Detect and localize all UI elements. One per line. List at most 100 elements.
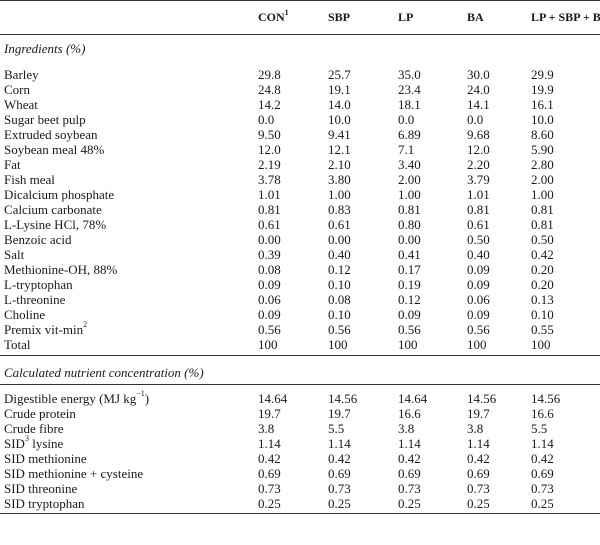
table-row: L-tryptophan 0.09 0.10 0.19 0.09 0.20 xyxy=(0,277,600,292)
cell-value: 0.69 xyxy=(467,466,490,481)
cell-value: 14.1 xyxy=(467,97,490,112)
row-label-text: Digestible energy (MJ kg xyxy=(4,391,137,406)
cell-value: 1.14 xyxy=(531,436,554,451)
row-label: Crude protein xyxy=(0,406,252,421)
cell-value: 29.9 xyxy=(531,67,554,82)
cell-value: 1.00 xyxy=(531,187,554,202)
row-label-text: Fish meal xyxy=(4,172,55,187)
cell-value: 0.20 xyxy=(531,277,554,292)
cell-value: 100 xyxy=(252,337,322,356)
cell-value: 12.0 xyxy=(258,142,281,157)
table-row: Extruded soybean 9.50 9.41 6.89 9.68 8.60 xyxy=(0,127,600,142)
row-label: Benzoic acid xyxy=(0,232,252,247)
table-row: Dicalcium phosphate 1.01 1.00 1.00 1.01 1.00 xyxy=(0,187,600,202)
cell-value: 100 xyxy=(461,337,525,356)
table-row: Salt 0.39 0.40 0.41 0.40 0.42 xyxy=(0,247,600,262)
table-row: Methionine-OH, 88% 0.08 0.12 0.17 0.09 0.20 xyxy=(0,262,600,277)
cell-value: 19.7 xyxy=(258,406,281,421)
table-row: Crude protein 19.7 19.7 16.6 19.7 16.6 xyxy=(0,406,600,421)
row-label-text: Wheat xyxy=(4,97,38,112)
cell-value: 1.14 xyxy=(398,436,421,451)
cell-value: 0.69 xyxy=(398,466,421,481)
section-title: Calculated nutrient concentration (%) xyxy=(0,355,600,385)
cell-value: 2.80 xyxy=(531,157,554,172)
table-row: Calcium carbonate 0.81 0.83 0.81 0.81 0.81 xyxy=(0,202,600,217)
cell-value: 23.4 xyxy=(398,82,421,97)
cell-value: 0.73 xyxy=(531,481,554,496)
section-header-row: Ingredients (%) xyxy=(0,35,600,62)
cell-value: 9.50 xyxy=(258,127,281,142)
row-label: Corn xyxy=(0,82,252,97)
cell-value: 0.42 xyxy=(467,451,490,466)
cell-value: 14.64 xyxy=(398,391,428,406)
table-row: SID methionine + cysteine 0.69 0.69 0.69 0.6… xyxy=(0,466,600,481)
header-blank xyxy=(0,0,252,35)
cell-value: 0.00 xyxy=(258,232,281,247)
cell-value: 0.08 xyxy=(328,292,351,307)
row-label-text: Salt xyxy=(4,247,25,262)
row-label-text: L-tryptophan xyxy=(4,277,73,292)
row-label-text: SID methionine xyxy=(4,451,87,466)
table-row: Sugar beet pulp 0.0 10.0 0.0 0.0 10.0 xyxy=(0,112,600,127)
cell-value: 3.8 xyxy=(258,421,275,436)
row-label: SID threonine xyxy=(0,481,252,496)
cell-value: 0.09 xyxy=(467,262,490,277)
cell-value: 0.09 xyxy=(467,307,490,322)
cell-value: 12.0 xyxy=(467,142,490,157)
cell-value: 0.42 xyxy=(398,451,421,466)
cell-value: 30.0 xyxy=(467,67,490,82)
cell-value: 1.14 xyxy=(258,436,281,451)
cell-value: 5.90 xyxy=(531,142,554,157)
cell-value: 24.0 xyxy=(467,82,490,97)
cell-value: 5.5 xyxy=(328,421,345,436)
cell-value: 0.83 xyxy=(328,202,351,217)
row-label: L-threonine xyxy=(0,292,252,307)
section-header-row: Calculated nutrient concentration (%) xyxy=(0,355,600,385)
table-row: Crude fibre 3.8 5.5 3.8 3.8 5.5 xyxy=(0,421,600,436)
cell-value: 8.60 xyxy=(531,127,554,142)
cell-value: 0.09 xyxy=(258,277,281,292)
table-row: Corn 24.8 19.1 23.4 24.0 19.9 xyxy=(0,82,600,97)
cell-value: 14.0 xyxy=(328,97,351,112)
row-label: Digestible energy (MJ kg−1) xyxy=(0,389,252,407)
cell-value: 0.61 xyxy=(258,217,281,232)
row-label: SID3 lysine xyxy=(0,435,252,452)
cell-value: 0.13 xyxy=(531,292,554,307)
footnote-marker: −1 xyxy=(136,389,145,398)
cell-value: 0.12 xyxy=(398,292,421,307)
row-label: L-tryptophan xyxy=(0,277,252,292)
cell-value: 0.10 xyxy=(328,307,351,322)
row-label: Methionine-OH, 88% xyxy=(0,262,252,277)
cell-value: 0.50 xyxy=(531,232,554,247)
cell-value: 0.55 xyxy=(531,322,554,337)
row-label-text: Corn xyxy=(4,82,30,97)
cell-value: 0.69 xyxy=(531,466,554,481)
row-label: Premix vit-min2 xyxy=(0,320,252,338)
row-label-text: Benzoic acid xyxy=(4,232,72,247)
cell-value: 19.7 xyxy=(328,406,351,421)
cell-value: 0.69 xyxy=(258,466,281,481)
cell-value: 0.39 xyxy=(258,247,281,262)
row-label-text: Total xyxy=(4,337,31,352)
footnote-marker: 2 xyxy=(83,320,88,329)
table-row: Wheat 14.2 14.0 18.1 14.1 16.1 xyxy=(0,97,600,112)
cell-value: 0.56 xyxy=(398,322,421,337)
row-label: Dicalcium phosphate xyxy=(0,187,252,202)
table-row: Total 100 100 100 100 100 xyxy=(0,337,600,356)
cell-value: 0.20 xyxy=(531,262,554,277)
cell-value: 0.06 xyxy=(467,292,490,307)
cell-value: 3.80 xyxy=(328,172,351,187)
cell-value: 0.41 xyxy=(398,247,421,262)
row-label-text: Choline xyxy=(4,307,46,322)
cell-value: 16.6 xyxy=(531,406,554,421)
row-label-text: Crude protein xyxy=(4,406,76,421)
cell-value: 19.7 xyxy=(467,406,490,421)
row-label-text: Extruded soybean xyxy=(4,127,98,142)
cell-value: 9.68 xyxy=(467,127,490,142)
row-label: Sugar beet pulp xyxy=(0,112,252,127)
row-label-text: Premix vit-min xyxy=(4,322,84,337)
cell-value: 0.81 xyxy=(398,202,421,217)
cell-value: 0.42 xyxy=(531,451,554,466)
row-label-text: Barley xyxy=(4,67,39,82)
